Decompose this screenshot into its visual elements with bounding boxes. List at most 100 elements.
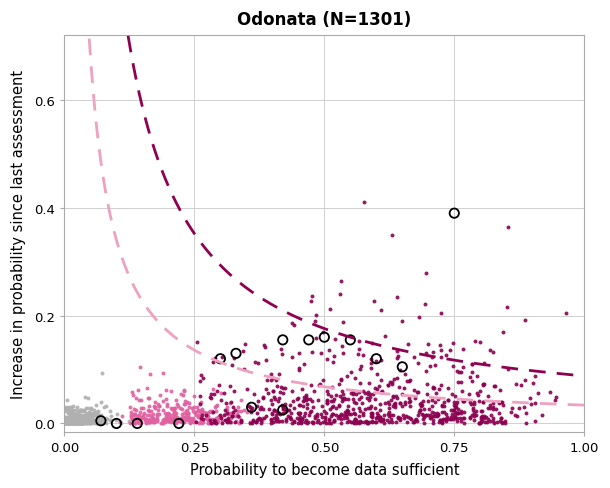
Point bbox=[295, 414, 305, 422]
Point bbox=[206, 393, 215, 401]
Point bbox=[405, 397, 415, 405]
Point bbox=[335, 393, 345, 401]
Point bbox=[247, 419, 257, 427]
Point bbox=[61, 415, 71, 423]
Point bbox=[67, 418, 77, 426]
Point bbox=[327, 403, 337, 411]
Point bbox=[372, 386, 382, 393]
Point bbox=[87, 410, 96, 418]
Point bbox=[271, 407, 281, 415]
Point bbox=[278, 406, 288, 413]
Point bbox=[197, 408, 207, 416]
Point bbox=[84, 418, 93, 426]
Point bbox=[68, 417, 77, 425]
Point bbox=[99, 403, 109, 410]
Point bbox=[74, 415, 84, 423]
Point bbox=[354, 404, 364, 412]
Point bbox=[220, 410, 230, 418]
Point bbox=[73, 418, 82, 426]
Point bbox=[522, 419, 531, 427]
Point bbox=[66, 418, 76, 426]
Point bbox=[293, 394, 303, 402]
Point bbox=[161, 417, 171, 425]
Point bbox=[293, 409, 303, 417]
Point bbox=[74, 419, 84, 427]
Point bbox=[70, 419, 80, 427]
Point bbox=[93, 418, 102, 426]
Point bbox=[75, 417, 85, 425]
Point bbox=[437, 416, 447, 424]
Point bbox=[465, 414, 475, 422]
Point bbox=[294, 410, 304, 418]
Point bbox=[260, 344, 270, 351]
Point bbox=[393, 414, 403, 422]
Point bbox=[402, 377, 412, 385]
Point bbox=[366, 364, 376, 372]
Point bbox=[228, 412, 237, 420]
Point bbox=[447, 413, 456, 421]
Point bbox=[159, 415, 169, 423]
Point bbox=[317, 413, 327, 421]
Point bbox=[72, 420, 82, 427]
Point bbox=[226, 399, 235, 407]
Point bbox=[81, 419, 91, 427]
Point bbox=[196, 418, 206, 426]
Point bbox=[384, 405, 393, 412]
Point bbox=[370, 396, 380, 404]
Point bbox=[448, 340, 458, 347]
Point bbox=[78, 411, 88, 419]
Point bbox=[77, 416, 87, 424]
Point bbox=[65, 419, 74, 427]
Point bbox=[287, 319, 297, 327]
Point bbox=[60, 416, 70, 424]
Point bbox=[441, 351, 451, 359]
Point bbox=[85, 420, 95, 427]
Point bbox=[353, 418, 363, 426]
Point bbox=[71, 412, 81, 420]
Y-axis label: Increase in probability since last assessment: Increase in probability since last asses… bbox=[11, 70, 26, 398]
Point bbox=[268, 387, 278, 395]
Point bbox=[287, 353, 297, 361]
Point bbox=[190, 393, 199, 401]
Point bbox=[340, 414, 350, 422]
Point bbox=[259, 395, 268, 403]
Point bbox=[71, 417, 81, 425]
Point bbox=[75, 419, 85, 427]
Point bbox=[162, 402, 172, 410]
Point bbox=[445, 346, 455, 354]
Point bbox=[375, 382, 384, 390]
Point bbox=[71, 418, 81, 426]
Point bbox=[446, 406, 456, 414]
Point bbox=[77, 419, 87, 427]
Point bbox=[234, 413, 244, 421]
Point bbox=[304, 336, 314, 344]
Point bbox=[390, 400, 400, 407]
Point bbox=[203, 412, 213, 420]
Point bbox=[167, 387, 176, 395]
Point bbox=[95, 413, 105, 421]
Point bbox=[379, 332, 389, 340]
Point bbox=[183, 409, 193, 417]
Point bbox=[375, 413, 385, 421]
Point bbox=[231, 417, 241, 425]
Point bbox=[74, 412, 84, 420]
Point bbox=[67, 418, 77, 426]
Point bbox=[73, 408, 82, 416]
Point bbox=[239, 365, 248, 373]
Point bbox=[62, 417, 72, 425]
Point bbox=[77, 419, 87, 427]
Point bbox=[471, 411, 481, 419]
Point bbox=[61, 416, 71, 424]
Point bbox=[66, 416, 76, 424]
Point bbox=[131, 419, 140, 427]
Point bbox=[166, 419, 176, 427]
Point bbox=[343, 414, 353, 422]
Point bbox=[496, 399, 506, 407]
Point bbox=[459, 397, 468, 405]
Point bbox=[269, 407, 279, 414]
Point bbox=[284, 406, 293, 414]
Point bbox=[447, 410, 457, 418]
Point bbox=[87, 418, 97, 426]
Point bbox=[340, 408, 350, 416]
Point bbox=[248, 418, 257, 426]
